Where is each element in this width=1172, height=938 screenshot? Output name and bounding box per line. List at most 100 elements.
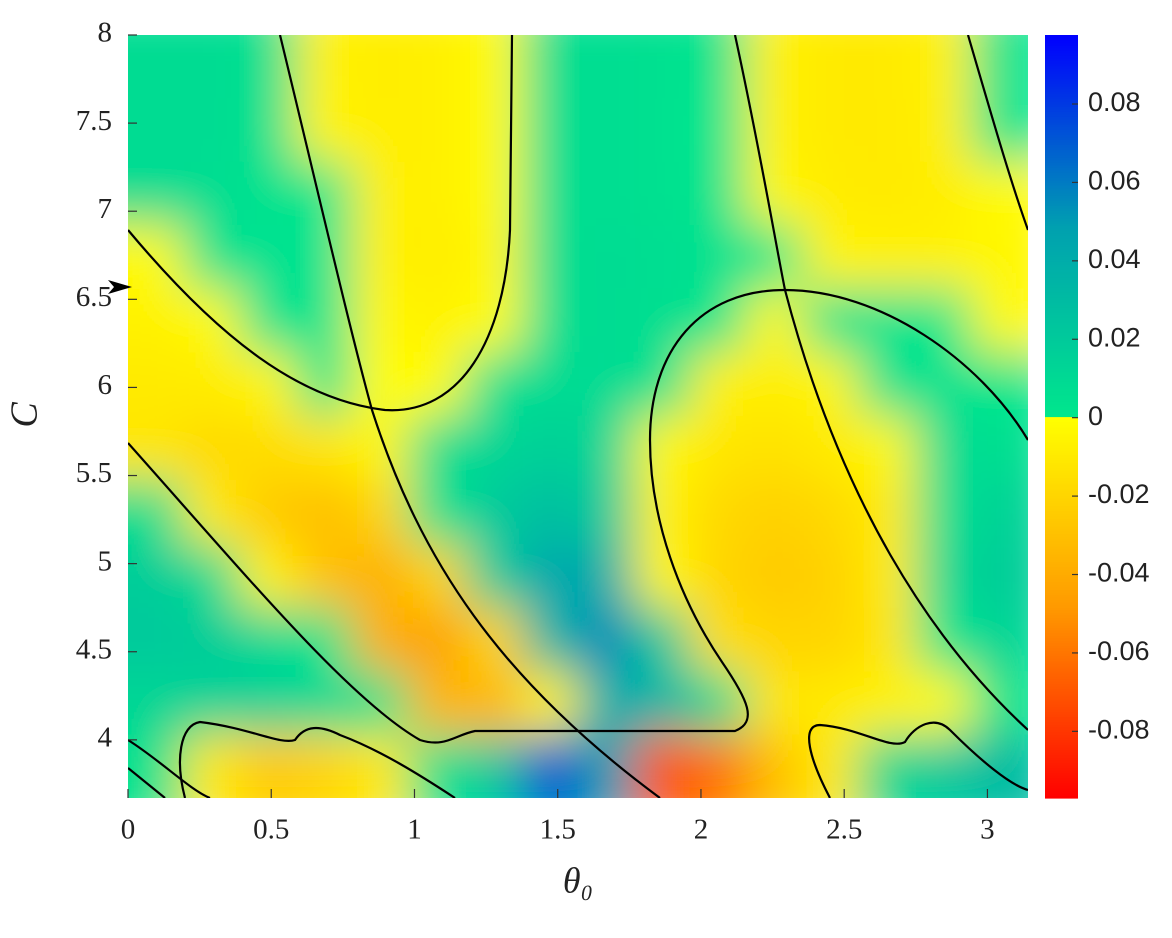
colorbar-strip [1045, 85, 1078, 90]
heatmap-cell [577, 479, 636, 545]
heatmap-cell [466, 161, 523, 226]
colorbar-strip [1045, 635, 1078, 639]
colorbar-strip [1045, 266, 1078, 270]
colorbar-strip [1045, 457, 1078, 461]
colorbar-strip [1045, 447, 1078, 451]
colorbar-tick-label: 0.06 [1088, 166, 1141, 196]
colorbar-strip [1045, 637, 1078, 641]
heatmap-cell [746, 544, 804, 609]
colorbar-strip [1045, 241, 1078, 245]
colorbar-strip [1045, 358, 1078, 362]
colorbar-strip [1045, 268, 1078, 273]
heatmap-cell [128, 544, 185, 609]
colorbar-strip [1045, 775, 1078, 779]
colorbar-strip [1045, 205, 1078, 209]
colorbar-strip [1045, 299, 1078, 303]
heatmap-cell [971, 225, 1028, 290]
heatmap-cell [352, 544, 410, 609]
heatmap-cell [915, 98, 973, 163]
colorbar-strip [1045, 574, 1078, 578]
colorbar-strip [1045, 263, 1078, 268]
colorbar-strip [1045, 787, 1078, 791]
heatmap-cell [521, 607, 579, 672]
colorbar-strip [1045, 520, 1078, 524]
heatmap-cell [128, 98, 185, 163]
heatmap-cell [915, 479, 973, 545]
colorbar-strip [1045, 279, 1078, 283]
heatmap-cell [297, 98, 354, 163]
colorbar-strip [1045, 795, 1078, 799]
colorbar-strip [1045, 235, 1078, 240]
colorbar-strip [1045, 103, 1078, 107]
colorbar-strip [1045, 658, 1078, 662]
colorbar-strip [1045, 625, 1078, 629]
colorbar-strip [1045, 68, 1078, 72]
colorbar-strip [1045, 711, 1078, 715]
colorbar-strip [1045, 497, 1078, 502]
colorbar-strip [1045, 355, 1078, 359]
heatmap-cell [971, 98, 1028, 163]
colorbar-strip [1045, 144, 1078, 148]
heatmap-cell [521, 225, 579, 290]
colorbar-strip [1045, 571, 1078, 575]
heatmap-cell [240, 98, 298, 163]
colorbar-strip [1045, 492, 1078, 496]
colorbar-strip [1045, 586, 1078, 591]
heatmap-cell [128, 352, 185, 417]
colorbar-strip [1045, 162, 1078, 166]
heatmap-cell [858, 544, 917, 609]
colorbar-strip [1045, 261, 1078, 265]
colorbar-strip [1045, 510, 1078, 514]
colorbar-strip [1045, 88, 1078, 92]
colorbar-strip [1045, 459, 1078, 463]
heatmap-cell [521, 288, 579, 353]
heatmap-cell [746, 35, 804, 99]
colorbar-strip [1045, 640, 1078, 644]
colorbar-strip [1045, 218, 1078, 222]
colorbar-strip [1045, 589, 1078, 593]
colorbar-strip [1045, 350, 1078, 354]
colorbar-strip [1045, 131, 1078, 135]
contour-line [128, 288, 1028, 744]
y-tick-label: 4.5 [76, 633, 112, 665]
heatmap-cell [466, 671, 523, 736]
heatmap-cell [971, 35, 1028, 99]
heatmap-cell [297, 35, 354, 99]
heatmap-cell [352, 734, 410, 798]
colorbar-strip [1045, 246, 1078, 250]
colorbar-strip [1045, 98, 1078, 102]
contour-line [128, 767, 166, 798]
heatmap-cell [128, 479, 185, 545]
heatmap-cell [577, 671, 636, 736]
heatmap-cell [690, 734, 748, 798]
heatmap-cell [858, 35, 917, 99]
heatmap-cell [240, 288, 298, 353]
colorbar-strip [1045, 599, 1078, 603]
colorbar-strip [1045, 772, 1078, 776]
heatmap-cell [915, 288, 973, 353]
x-tick-label: 2 [694, 814, 709, 846]
colorbar-strip [1045, 426, 1078, 430]
heatmap-cell [746, 415, 804, 481]
heatmap-cell [690, 225, 748, 290]
heatmap-cell [466, 544, 523, 609]
heatmap-cell [352, 671, 410, 736]
heatmap-cell [408, 161, 467, 226]
heatmap-cell [690, 98, 748, 163]
colorbar-strip [1045, 508, 1078, 512]
heatmap-cell [240, 671, 298, 736]
colorbar-strip [1045, 467, 1078, 471]
colorbar-strip [1045, 541, 1078, 545]
heatmap-cell [802, 415, 860, 481]
x-tick-label: 0 [121, 814, 136, 846]
colorbar-strip [1045, 248, 1078, 252]
colorbar-strip [1045, 149, 1078, 153]
colorbar-strip [1045, 307, 1078, 311]
colorbar-strip [1045, 52, 1078, 56]
colorbar-strip [1045, 271, 1078, 275]
colorbar-strip [1045, 373, 1078, 377]
colorbar-strip [1045, 536, 1078, 540]
heatmap-cell [352, 98, 410, 163]
colorbar-strip [1045, 487, 1078, 491]
colorbar-strip [1045, 139, 1078, 143]
